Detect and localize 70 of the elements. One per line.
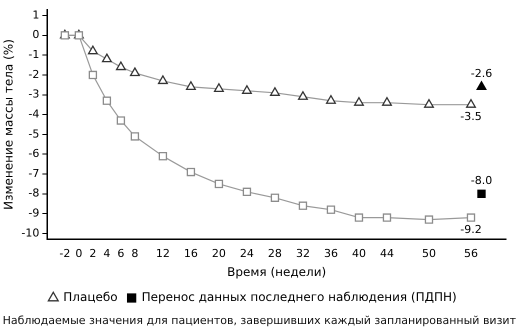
- point: [424, 215, 434, 224]
- y-tick-label: -4: [28, 107, 40, 120]
- x-tick-label: 8: [131, 246, 138, 260]
- point: [298, 91, 308, 100]
- x-tick-label: 20: [212, 246, 226, 260]
- x-axis-title: Время (недели): [227, 264, 326, 279]
- x-tick-label: 12: [156, 246, 170, 260]
- x-tick-label: 56: [464, 246, 478, 260]
- point: [130, 67, 140, 76]
- data-label: -8.0: [470, 174, 492, 188]
- point: [477, 190, 486, 198]
- point: [466, 213, 476, 222]
- point: [424, 99, 434, 108]
- data-label: -2.6: [470, 67, 492, 80]
- x-tick-label: 6: [117, 246, 124, 260]
- x-tick-label: 16: [184, 246, 198, 260]
- point: [214, 83, 224, 92]
- point: [466, 99, 476, 108]
- x-tick-label: -2: [59, 246, 70, 260]
- point: [186, 81, 196, 90]
- y-axis-title: Изменение массы тела (%): [1, 39, 16, 210]
- point: [102, 96, 112, 105]
- point: [88, 70, 98, 80]
- x-tick-label: 32: [296, 246, 310, 260]
- point: [270, 87, 280, 96]
- data-label: -9.2: [460, 222, 482, 236]
- point: [186, 168, 196, 176]
- y-tick-label: -6: [28, 147, 40, 160]
- x-tick-label: 0: [75, 246, 82, 260]
- point: [382, 97, 392, 106]
- y-tick-label: -10: [21, 226, 40, 240]
- point: [382, 213, 392, 222]
- point: [130, 132, 140, 141]
- point: [102, 53, 112, 62]
- x-tick-label: 40: [352, 246, 366, 260]
- point: [158, 152, 168, 160]
- y-tick-label: 1: [32, 8, 40, 22]
- y-tick-label: -7: [28, 166, 40, 180]
- point: [116, 61, 126, 70]
- x-tick-label: 24: [240, 246, 254, 260]
- y-tick-label: -5: [28, 127, 40, 140]
- x-tick-label: 36: [324, 246, 338, 260]
- x-tick-label: 28: [268, 246, 282, 260]
- point: [326, 206, 336, 214]
- y-tick-label: -1: [28, 48, 40, 62]
- legend-label: Плацебо: [63, 290, 118, 304]
- x-tick-label: 44: [380, 246, 394, 260]
- point: [88, 46, 98, 54]
- data-label: -3.5: [460, 110, 482, 124]
- legend-label: Перенос данных последнего наблюдения (ПДПН): [142, 290, 457, 304]
- point: [242, 85, 252, 94]
- y-tick-label: -3: [28, 88, 40, 101]
- point: [158, 75, 168, 84]
- point: [270, 194, 280, 202]
- y-tick-label: -2: [28, 68, 40, 81]
- y-tick-label: 0: [32, 28, 40, 42]
- point: [214, 180, 224, 188]
- x-tick-label: 2: [89, 246, 96, 260]
- point: [242, 188, 252, 196]
- point: [354, 213, 364, 222]
- x-tick-label: 4: [103, 246, 110, 260]
- x-tick-label: 50: [422, 246, 436, 260]
- text: Наблюдаемые значения для пациентов, завершивших каждый запланированный визит: [2, 314, 516, 327]
- point: [326, 95, 336, 104]
- y-tick-label: -9: [28, 206, 40, 220]
- y-tick-label: -8: [28, 186, 40, 200]
- point: [476, 81, 486, 90]
- point: [298, 202, 308, 210]
- point: [354, 97, 364, 106]
- point: [116, 116, 126, 125]
